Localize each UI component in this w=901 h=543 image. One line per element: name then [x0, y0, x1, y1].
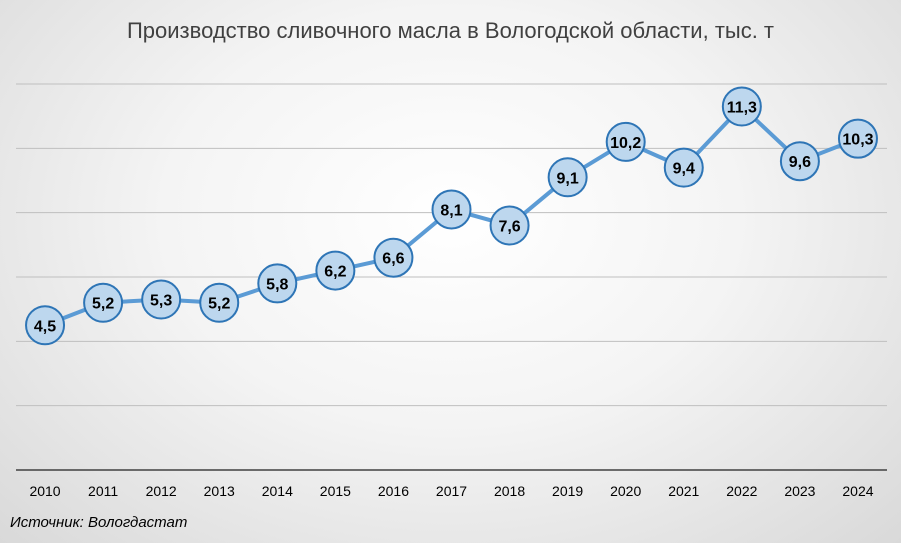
- data-label: 9,6: [789, 154, 811, 171]
- data-point: 10,3: [837, 118, 878, 159]
- x-tick-label: 2023: [784, 483, 815, 499]
- data-point: 7,6: [489, 205, 530, 246]
- data-label: 8,1: [440, 202, 462, 219]
- x-tick-label: 2011: [88, 483, 118, 499]
- data-point: 5,2: [199, 282, 240, 323]
- data-marker: [257, 263, 298, 304]
- data-label: 10,3: [842, 132, 873, 149]
- data-marker: [431, 189, 472, 230]
- data-marker: [779, 141, 820, 182]
- x-tick-label: 2016: [378, 483, 409, 499]
- data-label: 4,5: [34, 318, 56, 335]
- data-point: 10,2: [605, 121, 646, 162]
- data-point: 9,4: [663, 147, 704, 188]
- x-tick-label: 2010: [29, 483, 60, 499]
- data-markers: 4,5 5,2 5,3 5,2 5,8 6,2 6,6 8,1 7,6 9,1 10,2 9,4 11,…: [25, 86, 878, 346]
- data-marker: [25, 305, 66, 346]
- x-tick-label: 2024: [842, 483, 873, 499]
- source-note: Источник: Вологдастат: [10, 514, 188, 531]
- chart-title: Производство сливочного масла в Вологодс…: [126, 18, 775, 43]
- x-axis: 2010 2011 2012 2013 2014 2015 2016 2017 2018 2019…: [16, 469, 887, 499]
- data-point: 11,3: [721, 86, 762, 127]
- data-label: 6,2: [324, 264, 346, 281]
- data-marker: [837, 118, 878, 159]
- x-tick-label: 2017: [436, 483, 467, 499]
- x-tick-label: 2015: [320, 483, 351, 499]
- x-tick-label: 2021: [668, 483, 699, 499]
- data-point: 6,6: [373, 237, 414, 278]
- data-label: 10,2: [610, 135, 641, 152]
- x-tick-label: 2019: [552, 483, 583, 499]
- data-label: 5,2: [208, 296, 230, 313]
- data-marker: [547, 157, 588, 198]
- data-point: 5,8: [257, 263, 298, 304]
- data-label: 6,6: [382, 251, 404, 268]
- data-marker: [721, 86, 762, 127]
- data-label: 9,4: [673, 161, 695, 178]
- x-tick-label: 2013: [204, 483, 235, 499]
- gridlines: [16, 83, 887, 407]
- data-point: 9,1: [547, 157, 588, 198]
- x-tick-label: 2012: [146, 483, 177, 499]
- data-marker: [663, 147, 704, 188]
- x-tick-label: 2022: [726, 483, 757, 499]
- data-label: 5,8: [266, 276, 288, 293]
- data-marker: [315, 250, 356, 291]
- data-point: 5,2: [83, 282, 124, 323]
- data-point: 5,3: [141, 279, 182, 320]
- x-tick-label: 2020: [610, 483, 641, 499]
- data-label: 5,2: [92, 296, 114, 313]
- data-marker: [489, 205, 530, 246]
- data-point: 8,1: [431, 189, 472, 230]
- data-label: 7,6: [498, 219, 520, 236]
- data-marker: [83, 282, 124, 323]
- x-tick-label: 2014: [262, 483, 293, 499]
- x-tick-label: 2018: [494, 483, 525, 499]
- data-label: 9,1: [557, 170, 579, 187]
- data-marker: [141, 279, 182, 320]
- data-point: 4,5: [25, 305, 66, 346]
- data-point: 9,6: [779, 141, 820, 182]
- data-marker: [373, 237, 414, 278]
- data-marker: [199, 282, 240, 323]
- data-label: 5,3: [150, 293, 172, 310]
- data-point: 6,2: [315, 250, 356, 291]
- data-marker: [605, 121, 646, 162]
- data-label: 11,3: [727, 100, 757, 117]
